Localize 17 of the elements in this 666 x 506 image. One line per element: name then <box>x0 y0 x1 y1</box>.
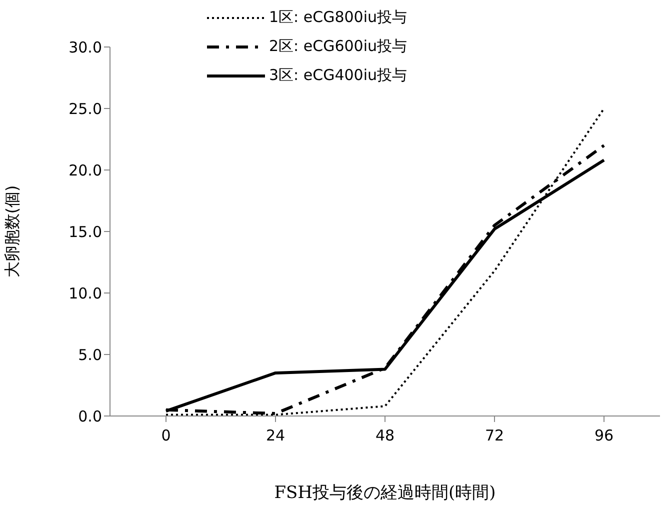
legend-label: 2区: eCG600iu投与 <box>269 37 407 56</box>
y-tick-label: 10.0 <box>68 284 102 302</box>
y-tick-label: 20.0 <box>68 161 102 180</box>
x-axis-title: FSH投与後の経過時間(時間) <box>274 483 496 504</box>
x-tick-label: 24 <box>266 426 286 445</box>
y-tick-label: 0.0 <box>78 407 102 426</box>
legend-label: 3区: eCG400iu投与 <box>269 66 407 85</box>
x-tick-label: 72 <box>484 426 504 445</box>
x-tick-label: 48 <box>375 426 395 445</box>
y-tick-label: 30.0 <box>68 38 102 56</box>
y-tick-label: 5.0 <box>78 346 102 364</box>
x-tick-label: 0 <box>161 426 171 445</box>
y-tick-label: 15.0 <box>68 222 102 241</box>
x-tick-label: 96 <box>594 426 614 445</box>
y-tick-label: 25.0 <box>68 100 102 118</box>
y-axis-title: 大卵胞数(個) <box>2 185 22 278</box>
legend-label: 1区: eCG800iu投与 <box>269 8 407 27</box>
